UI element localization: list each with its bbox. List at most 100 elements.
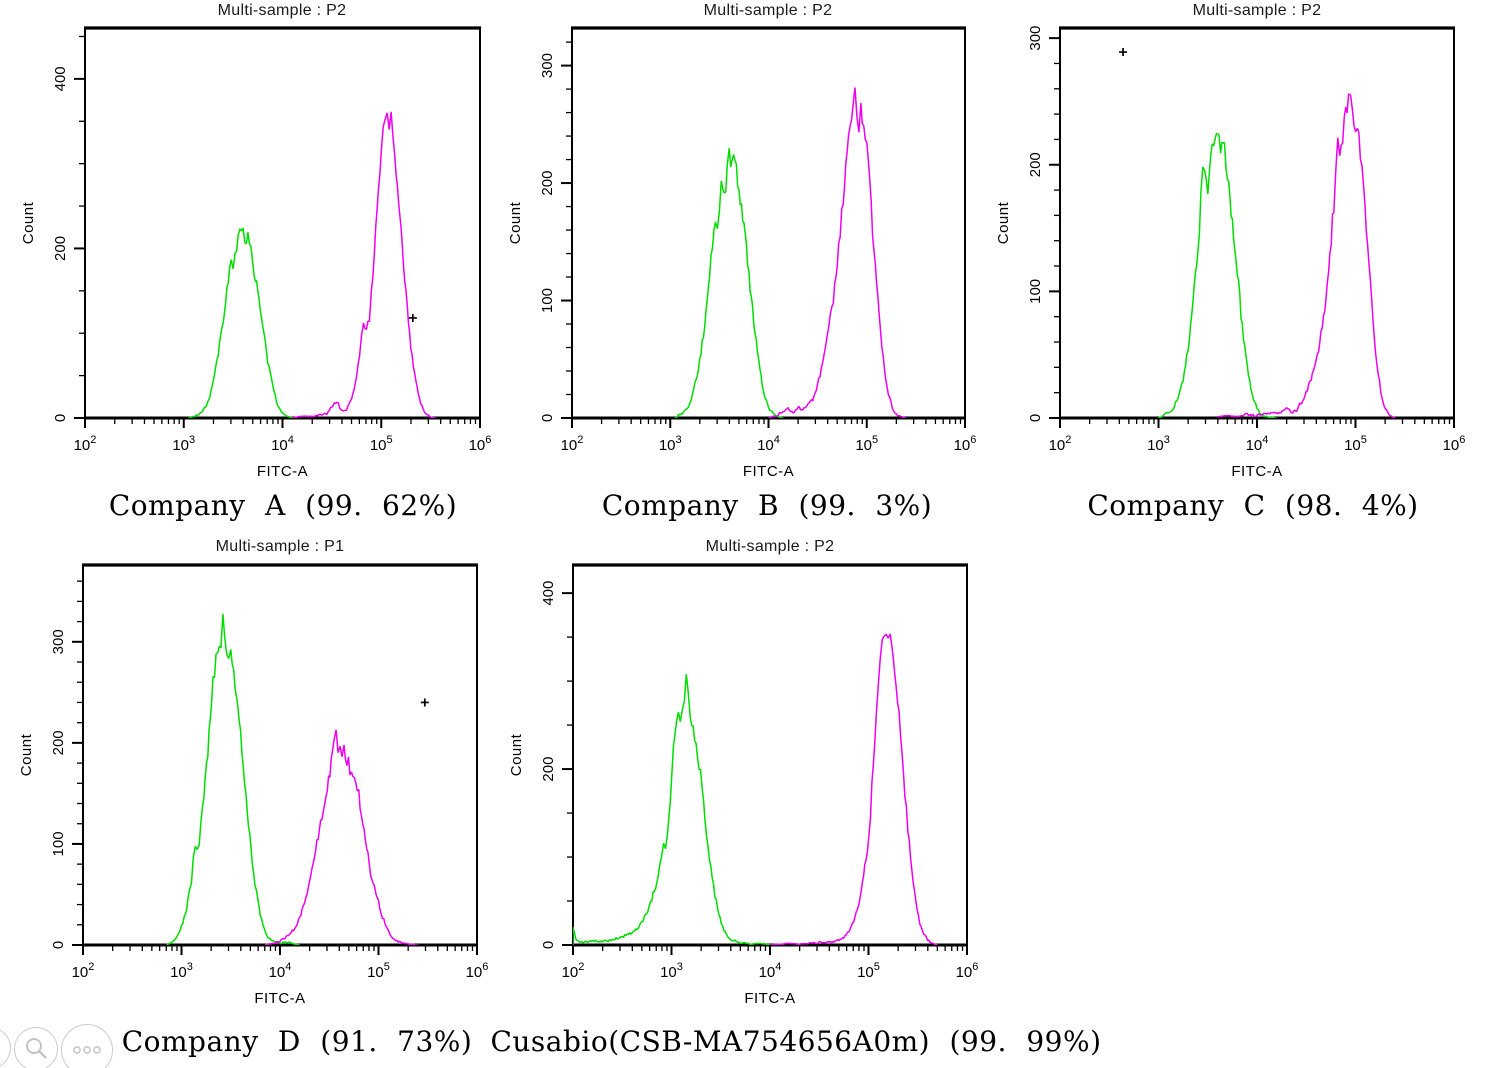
y-tick-label: 300 — [539, 53, 556, 78]
y-axis-label: Count — [20, 201, 37, 244]
x-tick-label: 105 — [857, 961, 880, 981]
y-tick-label: 100 — [539, 288, 556, 313]
plot-box — [572, 564, 968, 946]
plus-marker — [408, 313, 417, 322]
curve-negative-control — [573, 674, 771, 945]
x-tick-label: 104 — [1246, 434, 1269, 454]
plus-marker — [420, 698, 429, 707]
y-axis-label: Count — [508, 733, 525, 776]
x-tick-label: 106 — [956, 961, 979, 981]
x-axis: 102 103 104 105 106 FITC-A — [72, 945, 489, 1007]
y-axis-label: Count — [18, 733, 35, 776]
y-tick-label: 200 — [1027, 152, 1044, 177]
curve-stained — [264, 729, 418, 945]
y-tick-label: 200 — [50, 730, 67, 755]
x-tick-label: 102 — [72, 961, 95, 981]
y-axis-label: Count — [995, 201, 1012, 244]
x-axis: 102 103 104 105 106 FITC-A — [561, 418, 977, 480]
y-axis: 0 200 400 Count — [20, 35, 85, 422]
y-axis: 0 100 200 300 Count — [507, 41, 572, 422]
y-tick-label: 0 — [50, 941, 67, 949]
x-axis-label: FITC-A — [743, 463, 794, 480]
y-tick-label: 0 — [540, 941, 557, 949]
y-tick-label: 300 — [1027, 26, 1044, 51]
y-tick-label: 100 — [50, 831, 67, 856]
panel-caption: Company B (99. 3%) — [601, 489, 933, 522]
plot-box — [82, 564, 478, 946]
x-tick-label: 104 — [757, 434, 780, 454]
x-tick-label: 103 — [660, 961, 683, 981]
curve-stained — [292, 111, 436, 418]
panel-company-a: 102 103 104 105 106 FITC-A 0 200 400 Count — [20, 26, 492, 480]
x-axis-label: FITC-A — [1231, 463, 1282, 480]
x-tick-label: 102 — [74, 434, 97, 454]
x-tick-label: 106 — [466, 961, 489, 981]
x-axis-label: FITC-A — [257, 463, 308, 480]
x-tick-label: 105 — [370, 434, 393, 454]
curve-negative-control — [188, 227, 293, 418]
y-tick-label: 100 — [1027, 279, 1044, 304]
x-axis: 102 103 104 105 106 FITC-A — [562, 945, 979, 1007]
x-tick-label: 106 — [954, 434, 977, 454]
panel-caption: Company C (98. 4%) — [1087, 489, 1419, 522]
y-axis-label: Count — [507, 201, 524, 244]
x-tick-label: 103 — [659, 434, 682, 454]
toolbar-more-button[interactable] — [61, 1024, 113, 1068]
ellipsis-icon — [73, 1046, 101, 1054]
panel-company-c: 102 103 104 105 106 FITC-A 0 100 200 300 Count — [995, 26, 1465, 480]
x-axis-label: FITC-A — [254, 990, 305, 1007]
x-tick-label: 103 — [1147, 434, 1170, 454]
y-tick-label: 400 — [52, 66, 69, 91]
magnifier-icon — [26, 1038, 47, 1059]
y-tick-label: 300 — [50, 629, 67, 654]
y-tick-label: 200 — [539, 171, 556, 196]
x-tick-label: 104 — [759, 961, 782, 981]
plot-box — [84, 27, 481, 419]
x-tick-label: 102 — [562, 961, 585, 981]
y-tick-label: 0 — [539, 414, 556, 422]
panel-title: Multi-sample : P2 — [705, 538, 835, 555]
y-axis: 0 200 400 Count — [508, 581, 573, 949]
panel-cusabio: 102 103 104 105 106 FITC-A 0 200 400 Count — [508, 563, 979, 1007]
x-tick-label: 106 — [469, 434, 492, 454]
x-tick-label: 104 — [269, 961, 292, 981]
y-tick-label: 200 — [540, 757, 557, 782]
toolbar-zoom-button[interactable] — [14, 1027, 58, 1068]
panel-company-b: 102 103 104 105 106 FITC-A 0 100 200 300 Count — [507, 26, 977, 480]
x-tick-label: 106 — [1443, 434, 1466, 454]
x-tick-label: 102 — [561, 434, 584, 454]
curve-negative-control — [674, 148, 784, 418]
x-axis: 102 103 104 105 106 FITC-A — [74, 418, 492, 480]
x-tick-label: 105 — [855, 434, 878, 454]
plot-box — [571, 27, 966, 419]
y-axis: 0 100 200 300 Count — [995, 26, 1060, 422]
x-tick-label: 105 — [1344, 434, 1367, 454]
curve-negative-control — [166, 613, 300, 945]
panel-caption: Company A (99. 62%) — [108, 489, 458, 522]
curve-stained — [1217, 93, 1396, 418]
x-tick-label: 103 — [172, 434, 195, 454]
x-tick-label: 105 — [367, 961, 390, 981]
y-tick-label: 400 — [540, 581, 557, 606]
y-axis: 0 100 200 300 Count — [18, 580, 83, 949]
panel-title: Multi-sample : P2 — [1192, 2, 1322, 19]
plus-marker — [1119, 48, 1128, 57]
panel-caption: Company D (91. 73%) — [121, 1025, 473, 1058]
x-tick-label: 103 — [170, 961, 193, 981]
x-tick-label: 104 — [271, 434, 294, 454]
x-tick-label: 102 — [1049, 434, 1072, 454]
panel-title: Multi-sample : P1 — [215, 538, 345, 555]
plot-box — [1059, 27, 1455, 419]
panel-title: Multi-sample : P2 — [217, 2, 347, 19]
curve-stained — [770, 633, 938, 945]
curve-negative-control — [1158, 132, 1277, 418]
panel-title: Multi-sample : P2 — [703, 2, 833, 19]
y-tick-label: 200 — [52, 236, 69, 261]
panel-company-d: 102 103 104 105 106 FITC-A 0 100 200 300 Count — [18, 563, 489, 1007]
y-tick-label: 0 — [1027, 414, 1044, 422]
x-axis: 102 103 104 105 106 FITC-A — [1049, 418, 1466, 480]
y-tick-label: 0 — [52, 414, 69, 422]
curve-stained — [768, 87, 907, 418]
